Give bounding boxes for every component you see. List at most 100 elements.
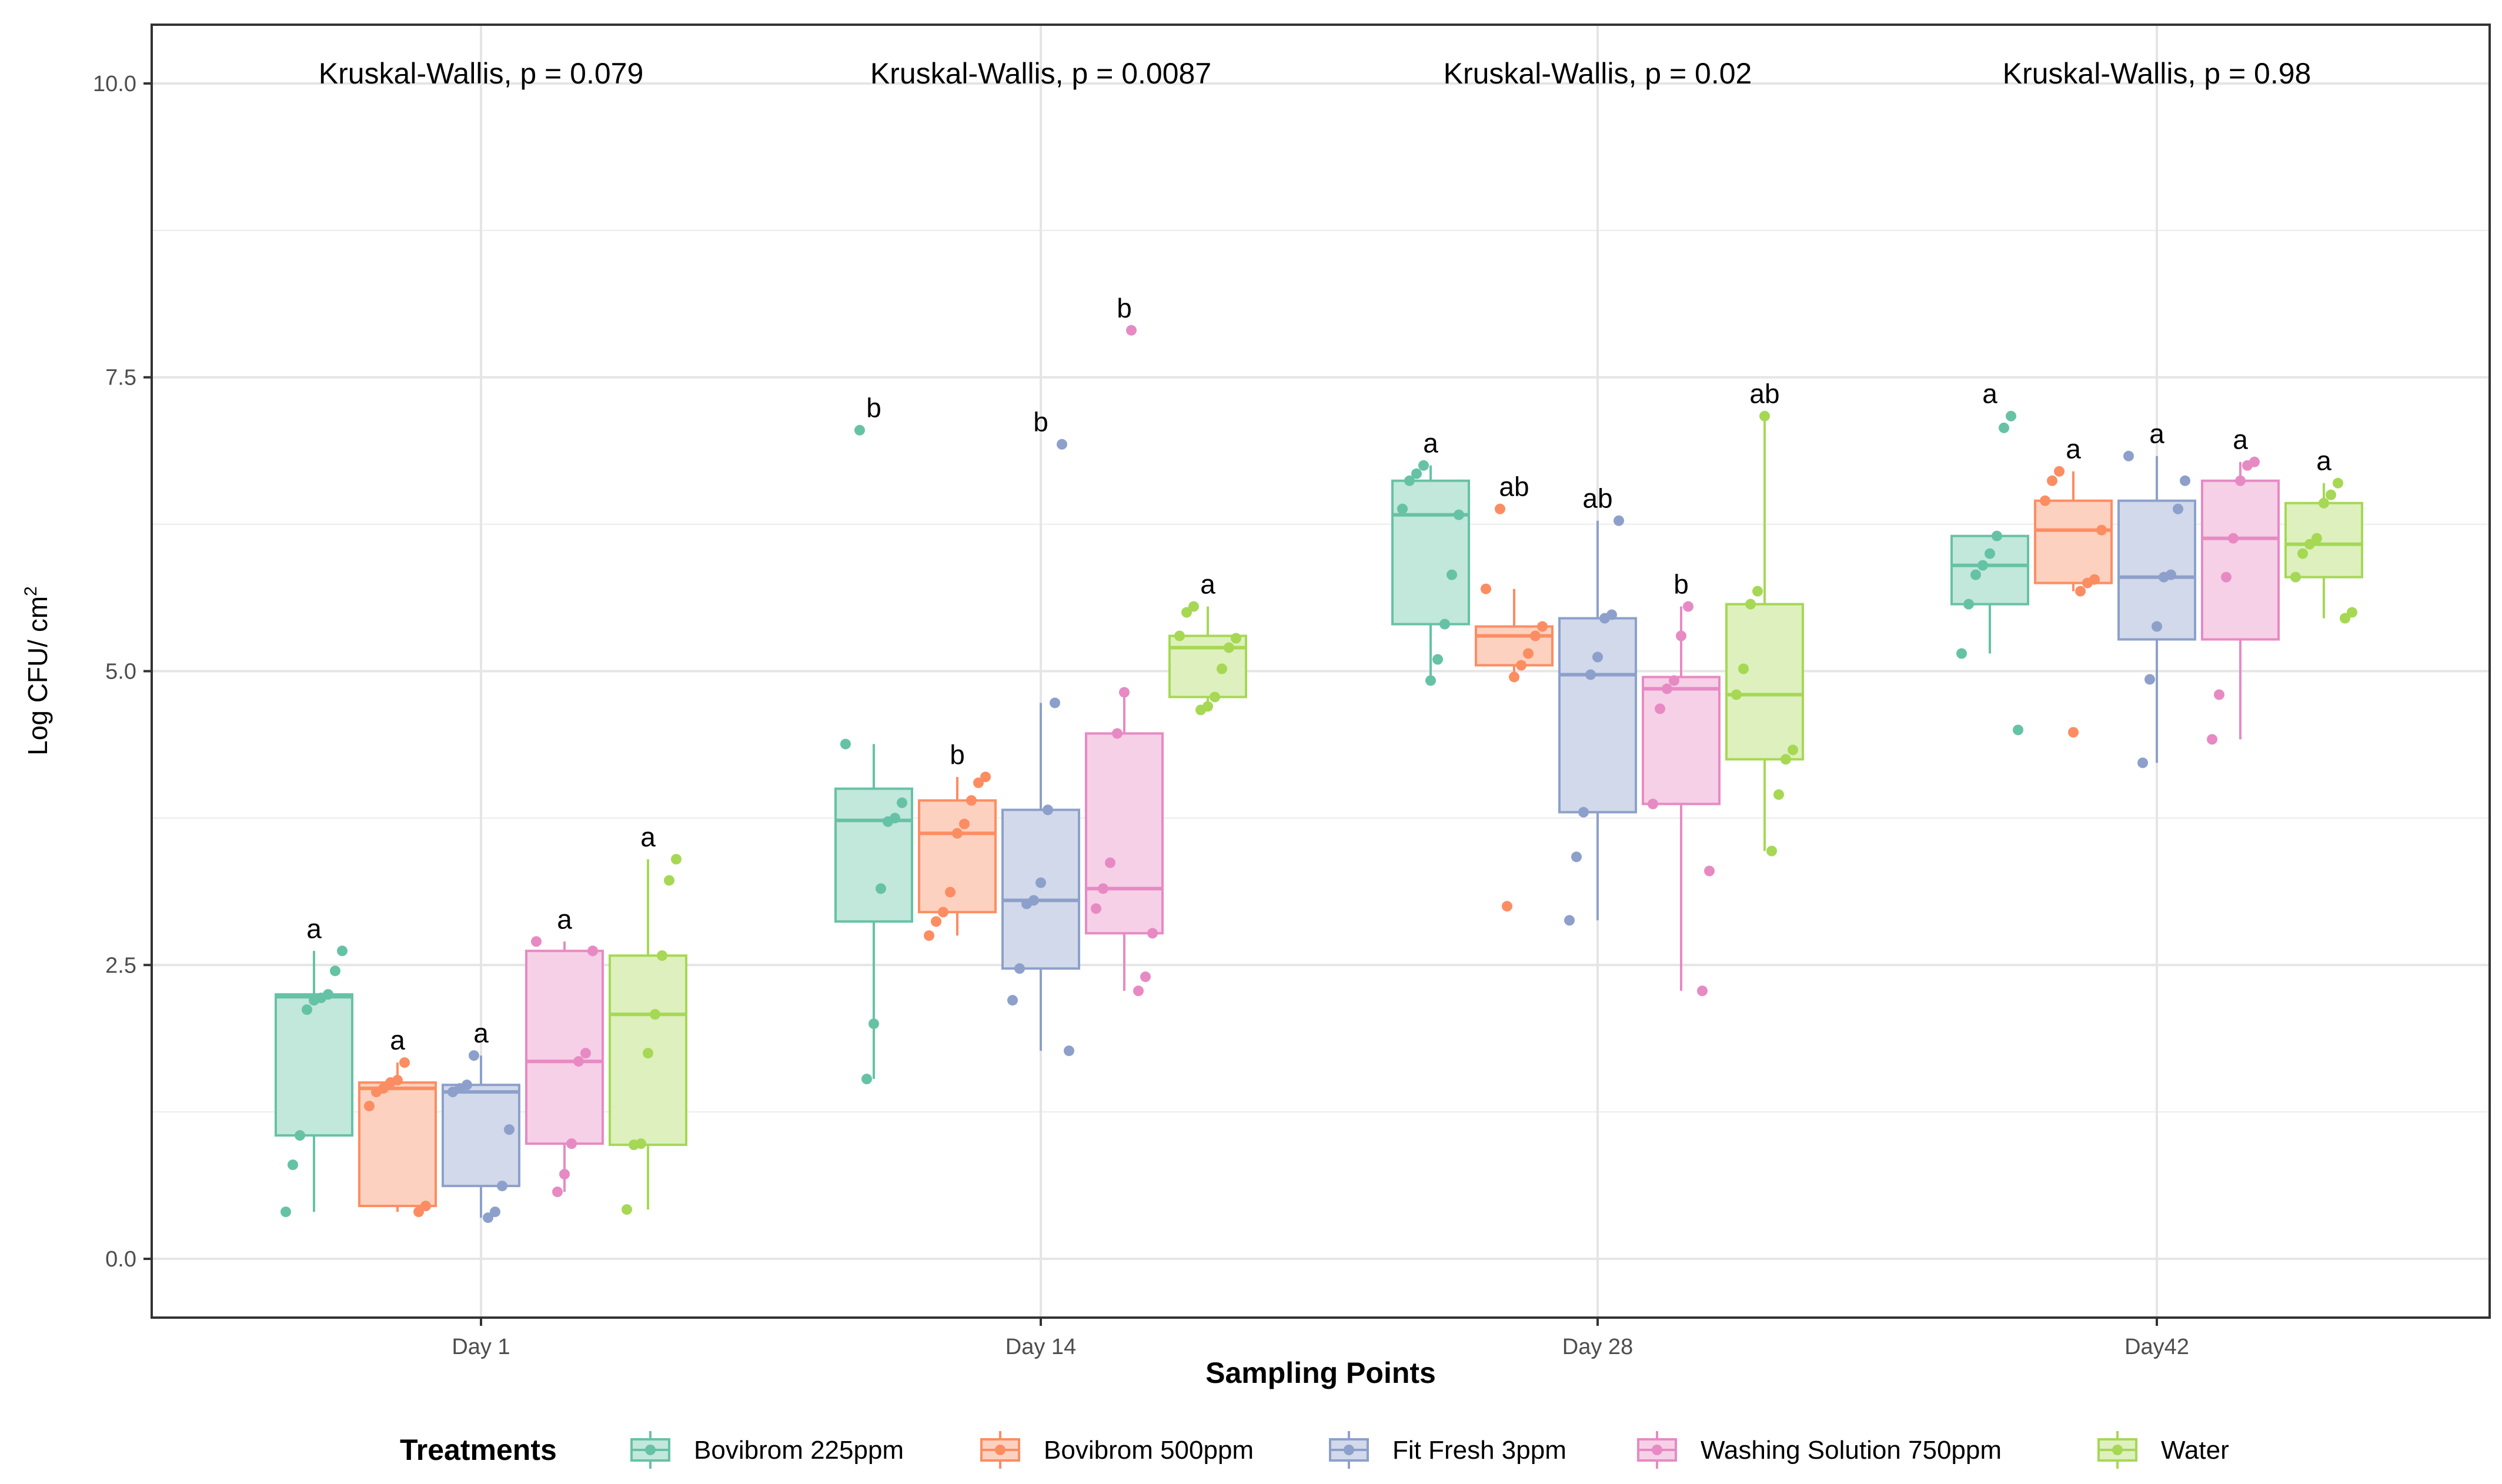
box-rect bbox=[358, 1081, 437, 1208]
legend-items: Bovibrom 225ppm Bovibrom 500ppm Fit Fresh … bbox=[630, 1431, 2229, 1469]
data-point bbox=[643, 1048, 653, 1059]
data-point bbox=[2068, 727, 2079, 738]
data-point bbox=[2013, 724, 2023, 736]
data-point bbox=[1992, 530, 2002, 542]
box-rect bbox=[918, 799, 997, 914]
data-point bbox=[897, 797, 907, 808]
data-point bbox=[337, 945, 348, 957]
data-point bbox=[1091, 903, 1101, 914]
data-point bbox=[1977, 560, 1988, 571]
data-point bbox=[1404, 475, 1415, 486]
legend-title: Treatments bbox=[400, 1433, 557, 1466]
data-point bbox=[552, 1186, 563, 1198]
data-point bbox=[636, 1138, 646, 1149]
legend-label: Washing Solution 750ppm bbox=[1701, 1436, 2002, 1465]
data-point bbox=[1662, 683, 1672, 694]
data-point bbox=[1035, 877, 1046, 888]
data-point bbox=[469, 1050, 479, 1061]
significance-letter: a bbox=[1982, 379, 1997, 409]
data-point bbox=[566, 1138, 577, 1149]
box-group bbox=[2034, 466, 2113, 738]
data-point bbox=[1411, 468, 1422, 479]
legend-label: Bovibrom 500ppm bbox=[1044, 1436, 1254, 1465]
data-point bbox=[1147, 928, 1158, 939]
box-group bbox=[1085, 325, 1164, 997]
y-axis-title-superscript: 2 bbox=[21, 586, 41, 596]
data-point bbox=[1126, 325, 1137, 336]
box-group bbox=[525, 936, 604, 1198]
significance-letter: a bbox=[2149, 419, 2164, 449]
data-point bbox=[973, 777, 984, 788]
kruskal-wallis-annotations: Kruskal-Wallis, p = 0.079 Kruskal-Wallis,… bbox=[319, 57, 2311, 90]
significance-letter: a bbox=[2066, 434, 2081, 464]
significance-letter: b bbox=[1117, 293, 1132, 323]
legend-key-point bbox=[645, 1445, 656, 1455]
data-point bbox=[980, 771, 991, 783]
data-point bbox=[1231, 633, 1241, 644]
data-point bbox=[2340, 613, 2350, 624]
box-group bbox=[2201, 456, 2280, 745]
kruskal-wallis-label: Kruskal-Wallis, p = 0.0087 bbox=[870, 57, 1211, 90]
data-point bbox=[1481, 583, 1491, 594]
box-group bbox=[609, 854, 687, 1215]
box-rect bbox=[1950, 534, 2029, 606]
data-point bbox=[1781, 754, 1791, 765]
data-point bbox=[1523, 648, 1534, 659]
box-rect bbox=[1475, 625, 1554, 667]
data-point bbox=[1963, 599, 1974, 610]
data-point bbox=[1050, 697, 1060, 708]
data-point bbox=[2304, 539, 2315, 550]
data-point bbox=[1752, 586, 1763, 597]
data-point bbox=[295, 1130, 305, 1141]
data-point bbox=[2221, 571, 2232, 583]
significance-letter: ab bbox=[1582, 483, 1612, 514]
data-point bbox=[2347, 607, 2357, 618]
y-tick-label: 5.0 bbox=[105, 660, 136, 684]
data-point bbox=[1731, 689, 1742, 700]
box-rect bbox=[1558, 617, 1637, 814]
data-point bbox=[1788, 744, 1798, 756]
y-tick-label: 7.5 bbox=[105, 366, 136, 390]
box-group bbox=[834, 425, 913, 1085]
data-point bbox=[1202, 701, 1213, 712]
data-point bbox=[490, 1206, 500, 1218]
data-point bbox=[1738, 663, 1749, 674]
data-point bbox=[1676, 630, 1686, 641]
data-point bbox=[1745, 599, 1756, 610]
significance-letter: ab bbox=[1499, 472, 1529, 502]
data-point bbox=[664, 875, 674, 886]
data-point bbox=[1970, 569, 1981, 580]
data-point bbox=[1397, 503, 1408, 514]
data-point bbox=[938, 907, 948, 918]
y-tick-label: 10.0 bbox=[93, 72, 136, 96]
data-point bbox=[2166, 569, 2176, 580]
data-point bbox=[1140, 971, 1151, 982]
data-point bbox=[462, 1079, 472, 1091]
data-point bbox=[2235, 475, 2246, 486]
legend-label: Water bbox=[2161, 1436, 2229, 1465]
x-tick-label: Day 14 bbox=[1006, 1335, 1076, 1359]
data-point bbox=[2228, 533, 2239, 544]
significance-letter: a bbox=[2316, 446, 2331, 476]
data-point bbox=[1119, 687, 1130, 698]
data-point bbox=[1537, 621, 1548, 632]
data-point bbox=[1759, 410, 1770, 422]
data-point bbox=[1614, 515, 1624, 526]
data-point bbox=[2207, 734, 2217, 745]
data-point bbox=[1509, 671, 1519, 683]
significance-letter: a bbox=[1200, 569, 1215, 600]
significance-letter: a bbox=[2233, 425, 2248, 455]
data-point bbox=[1418, 460, 1429, 471]
data-point bbox=[2137, 757, 2148, 768]
data-point bbox=[2096, 524, 2107, 536]
data-point bbox=[959, 818, 970, 830]
data-point bbox=[2249, 456, 2260, 467]
data-point bbox=[559, 1169, 570, 1180]
data-point bbox=[671, 854, 682, 865]
data-point bbox=[280, 1206, 291, 1218]
data-point bbox=[2054, 466, 2065, 477]
data-point bbox=[1669, 675, 1679, 686]
box-rect bbox=[1001, 808, 1080, 970]
